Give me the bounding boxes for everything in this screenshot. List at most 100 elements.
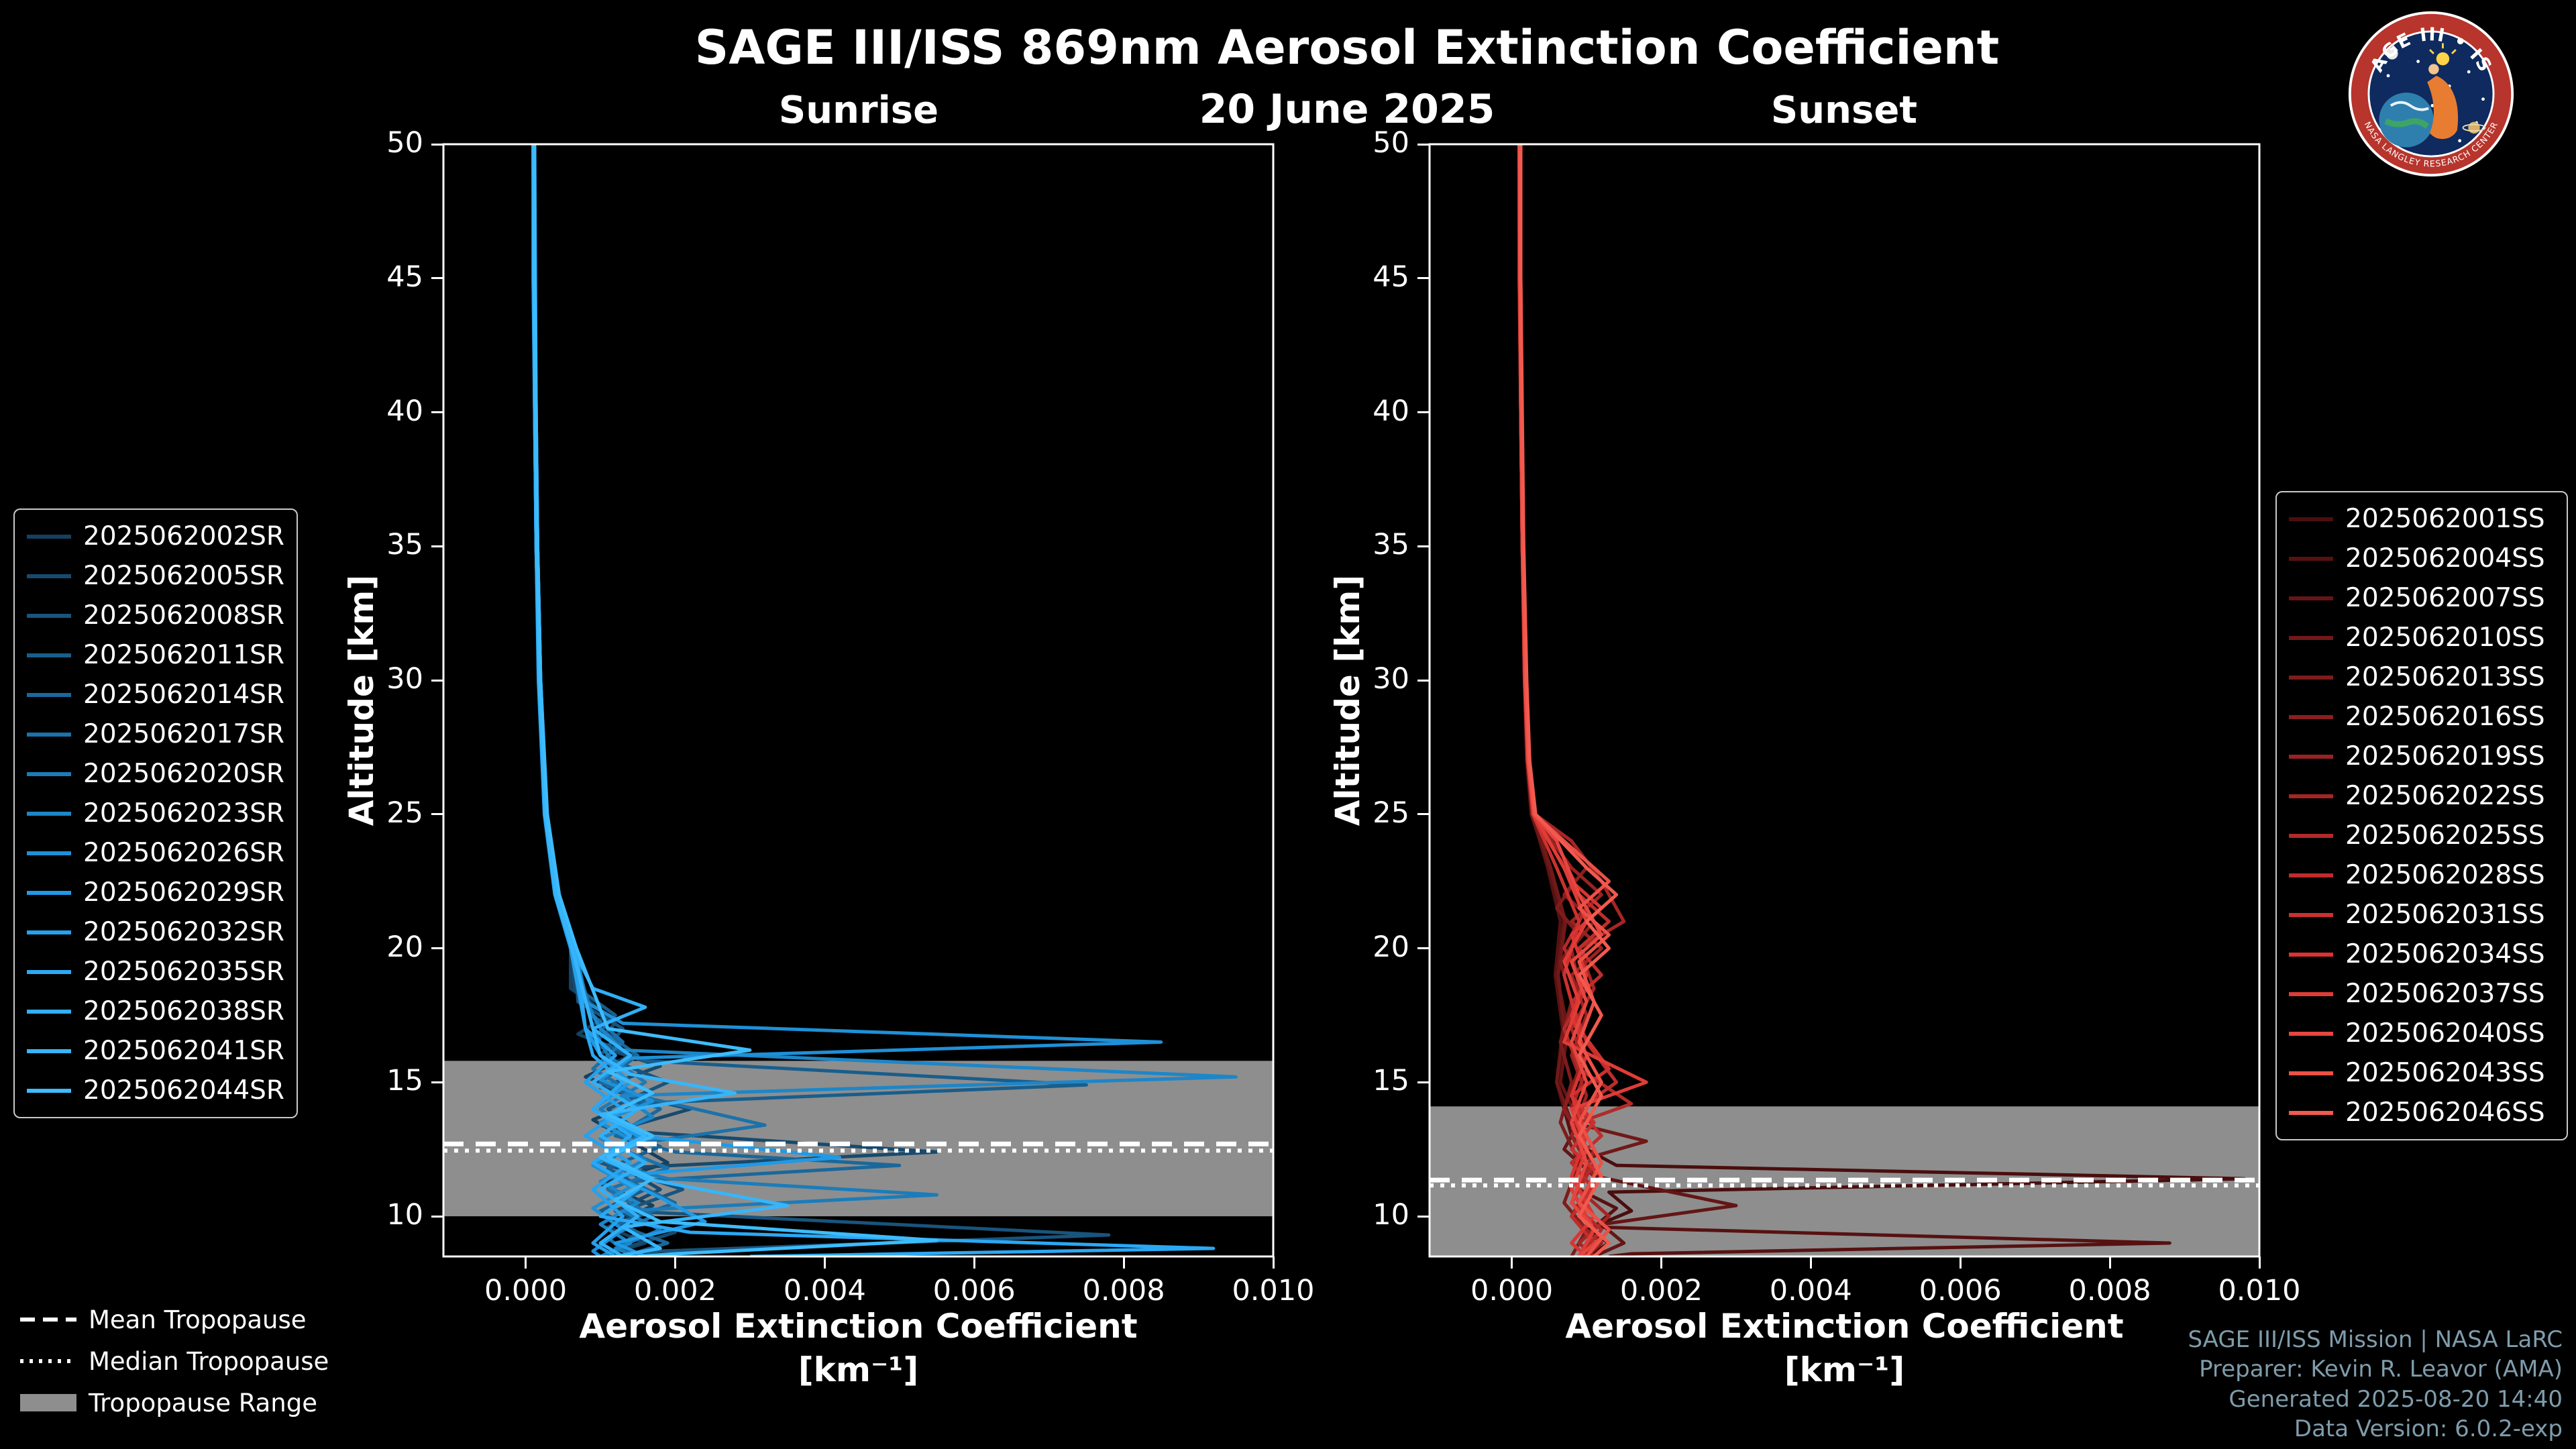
legend-item-label: 2025062028SS	[2345, 860, 2545, 890]
y-tick-label: 45	[386, 260, 423, 294]
legend-item-label: 2025062014SR	[83, 680, 284, 710]
sunrise-legend: 2025062002SR 2025062005SR 2025062008SR 2025…	[13, 508, 298, 1118]
tropopause-legend-item: Tropopause Range	[19, 1382, 329, 1424]
legend-item-label: 2025062002SR	[83, 521, 284, 551]
footer-line: Preparer: Kevin R. Leavor (AMA)	[2199, 1356, 2563, 1383]
x-axis-label-text: Aerosol Extinction Coefficient	[579, 1307, 1138, 1346]
profile-2025062013SS	[1517, 144, 1589, 1256]
x-tick	[525, 1256, 527, 1269]
legend-line-swatch	[27, 534, 71, 539]
legend-item-label: 2025062007SS	[2345, 583, 2545, 613]
legend-line-swatch	[2289, 794, 2333, 798]
x-tick	[2258, 1256, 2261, 1269]
x-tick	[674, 1256, 676, 1269]
legend-line-swatch	[27, 613, 71, 618]
legend-line-swatch	[2289, 635, 2333, 640]
dotted-swatch-icon	[20, 1359, 76, 1363]
y-tick-label: 10	[386, 1198, 423, 1232]
x-tick-label: 0.010	[1232, 1274, 1315, 1307]
tropopause-legend-item: Mean Tropopause	[19, 1299, 329, 1340]
y-tick-label: 35	[1373, 528, 1409, 562]
legend-item-label: 2025062016SS	[2345, 702, 2545, 732]
x-tick-label: 0.010	[2218, 1274, 2301, 1307]
legend-item: 2025062026SR	[15, 833, 297, 873]
legend-item: 2025062004SS	[2277, 539, 2567, 578]
tropopause-legend-label: Mean Tropopause	[89, 1305, 307, 1334]
legend-line-swatch	[27, 732, 71, 737]
legend-item: 2025062035SR	[15, 952, 297, 991]
x-tick-label: 0.006	[932, 1274, 1016, 1307]
y-tick-label: 30	[1373, 662, 1409, 696]
legend-line-swatch	[2289, 873, 2333, 877]
x-tick	[2108, 1256, 2111, 1269]
legend-item-label: 2025062025SS	[2345, 820, 2545, 851]
x-tick-label: 0.004	[1769, 1274, 1852, 1307]
legend-item-label: 2025062032SR	[83, 917, 284, 947]
legend-item: 2025062034SS	[2277, 934, 2567, 974]
x-tick-label: 0.000	[1470, 1274, 1554, 1307]
y-tick-label: 25	[1373, 796, 1409, 830]
x-tick	[973, 1256, 975, 1269]
y-tick	[1417, 1081, 1430, 1083]
legend-item: 2025062008SR	[15, 596, 297, 635]
tropopause-legend-label: Tropopause Range	[89, 1388, 318, 1417]
legend-item-label: 2025062031SS	[2345, 900, 2545, 930]
legend-item-label: 2025062010SS	[2345, 623, 2545, 653]
x-axis-label: Aerosol Extinction Coefficient [km⁻¹]	[1565, 1305, 2123, 1392]
legend-item: 2025062043SS	[2277, 1053, 2567, 1093]
y-tick-label: 40	[386, 394, 423, 428]
axes-frame	[1428, 143, 2261, 1258]
y-tick	[1417, 545, 1430, 547]
legend-item: 2025062022SS	[2277, 776, 2567, 816]
footer-credits: SAGE III/ISS Mission | NASA LaRC Preparer…	[2188, 1325, 2563, 1444]
profile-2025062044SR	[533, 144, 938, 1256]
legend-item: 2025062037SS	[2277, 974, 2567, 1014]
sage-iss-logo-icon: SAGE III • ISS NASA LANGLEY RESEARCH CEN…	[2348, 11, 2514, 177]
legend-item-label: 2025062044SR	[83, 1075, 284, 1106]
sunset-legend: 2025062001SS 2025062004SS 2025062007SS 2025…	[2275, 491, 2568, 1140]
legend-item-label: 2025062011SR	[83, 640, 284, 670]
x-axis-label: Aerosol Extinction Coefficient [km⁻¹]	[579, 1305, 1137, 1392]
y-tick	[431, 813, 443, 816]
legend-item: 2025062010SS	[2277, 618, 2567, 657]
legend-item: 2025062020SR	[15, 754, 297, 794]
legend-line-swatch	[2289, 912, 2333, 917]
legend-item: 2025062002SR	[15, 517, 297, 556]
panel-title-sunrise: Sunrise	[778, 89, 939, 132]
legend-line-swatch	[2289, 596, 2333, 600]
legend-line-swatch	[27, 969, 71, 974]
legend-item: 2025062001SS	[2277, 499, 2567, 539]
legend-item: 2025062017SR	[15, 714, 297, 754]
legend-item-label: 2025062005SR	[83, 561, 284, 591]
legend-item-label: 2025062037SS	[2345, 979, 2545, 1009]
logo-planet-ring	[2462, 123, 2486, 132]
y-tick-label: 15	[1373, 1064, 1409, 1098]
legend-item-label: 2025062038SR	[83, 996, 284, 1026]
x-tick	[1511, 1256, 1513, 1269]
y-tick-label: 20	[386, 930, 423, 964]
footer-line: SAGE III/ISS Mission | NASA LaRC	[2188, 1326, 2563, 1354]
legend-line-swatch	[27, 653, 71, 657]
legend-line-swatch	[27, 1049, 71, 1053]
x-tick	[1122, 1256, 1125, 1269]
legend-item-label: 2025062029SR	[83, 877, 284, 908]
legend-item-label: 2025062008SR	[83, 600, 284, 631]
x-tick	[823, 1256, 826, 1269]
legend-line-swatch	[2289, 675, 2333, 680]
y-tick	[1417, 813, 1430, 816]
legend-item-label: 2025062022SS	[2345, 781, 2545, 811]
legend-item: 2025062029SR	[15, 873, 297, 912]
legend-item-label: 2025062019SS	[2345, 741, 2545, 771]
legend-item: 2025062019SS	[2277, 737, 2567, 776]
tropopause-legend-label: Median Tropopause	[89, 1346, 329, 1376]
profile-2025062004SS	[1518, 144, 2171, 1256]
legend-line-swatch	[2289, 754, 2333, 759]
legend-line-swatch	[2289, 991, 2333, 996]
legend-item-label: 2025062017SR	[83, 719, 284, 749]
legend-item: 2025062028SS	[2277, 855, 2567, 895]
sunrise-plot	[442, 143, 1275, 1258]
logo-earth-clouds	[2390, 101, 2429, 111]
legend-item-label: 2025062026SR	[83, 838, 284, 868]
legend-line-swatch	[2289, 833, 2333, 838]
legend-item-label: 2025062034SS	[2345, 939, 2545, 969]
